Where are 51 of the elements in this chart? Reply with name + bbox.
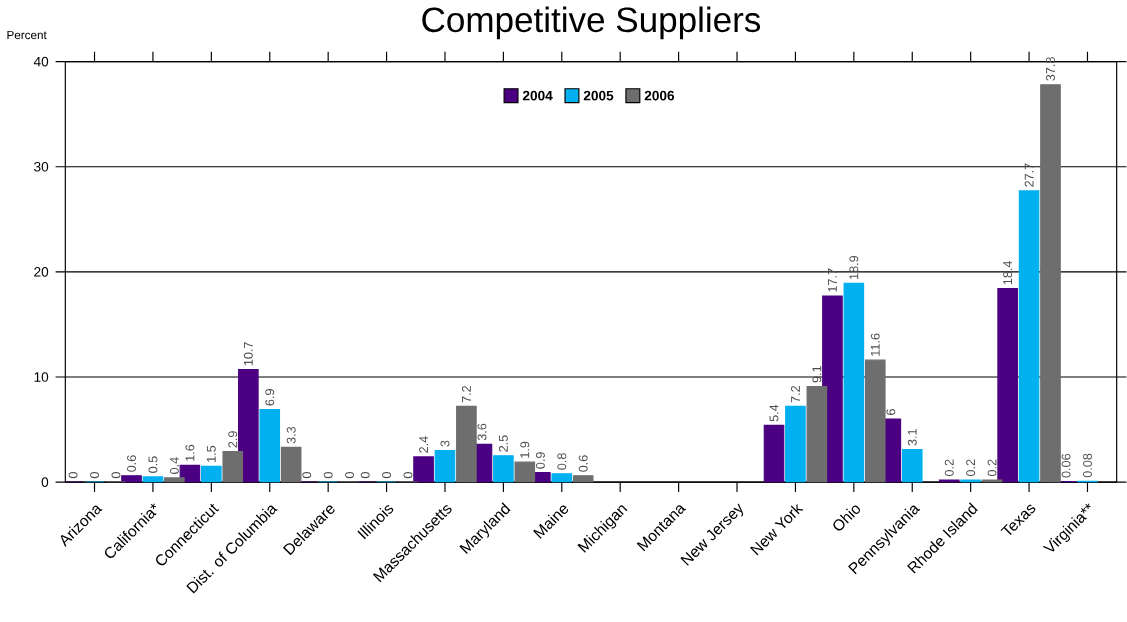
data-label: 0 bbox=[302, 471, 312, 478]
legend-label: 2005 bbox=[583, 90, 614, 101]
data-label: 27.7 bbox=[1024, 163, 1034, 187]
data-label: 37.8 bbox=[1046, 57, 1055, 81]
y-tick-label: 30 bbox=[34, 161, 49, 172]
data-label: 6 bbox=[886, 408, 896, 415]
data-label: 0 bbox=[403, 471, 413, 478]
data-label: 0 bbox=[382, 471, 392, 478]
data-label: 9.1 bbox=[812, 365, 822, 383]
data-label: 1.6 bbox=[185, 444, 195, 461]
data-label: 0.6 bbox=[127, 455, 136, 472]
data-label: 3.1 bbox=[907, 428, 917, 446]
data-label: 0 bbox=[360, 471, 370, 478]
y-tick-label: 40 bbox=[33, 56, 49, 67]
data-label: 3 bbox=[440, 440, 450, 447]
data-label: 2.5 bbox=[498, 435, 508, 452]
data-label: 2.9 bbox=[228, 431, 238, 448]
y-tick-label: 10 bbox=[34, 372, 49, 382]
data-label: 3.6 bbox=[477, 423, 487, 441]
chart-title: Competitive Suppliers bbox=[422, 6, 761, 39]
data-label: 7.2 bbox=[791, 385, 800, 403]
data-label: 1.5 bbox=[206, 445, 216, 462]
data-label: 0.2 bbox=[987, 459, 997, 476]
data-label: 7.2 bbox=[461, 385, 471, 403]
y-tick-label: 20 bbox=[34, 266, 49, 277]
y-axis-title: Percent bbox=[7, 30, 47, 40]
legend-label: 2006 bbox=[644, 90, 675, 101]
data-label: 0 bbox=[111, 471, 121, 478]
data-label: 1.9 bbox=[520, 441, 530, 458]
data-label: 0.06 bbox=[1061, 453, 1071, 478]
data-label: 0.9 bbox=[535, 452, 545, 469]
data-label: 0 bbox=[323, 471, 333, 478]
data-label: 0.5 bbox=[148, 456, 158, 473]
data-label: 0.2 bbox=[944, 459, 954, 476]
data-label: 11.6 bbox=[870, 333, 880, 356]
data-label: 2.4 bbox=[419, 436, 428, 453]
data-label: 10.7 bbox=[243, 342, 253, 366]
data-label: 0.6 bbox=[578, 455, 588, 472]
data-label: 18.9 bbox=[849, 255, 859, 279]
data-label: 0 bbox=[90, 471, 99, 478]
data-label: 3.3 bbox=[286, 426, 296, 444]
legend-label: 2004 bbox=[522, 90, 553, 101]
data-label: 0 bbox=[345, 471, 355, 478]
data-label: 0.4 bbox=[169, 457, 179, 474]
data-label: 6.9 bbox=[265, 388, 275, 406]
data-label: 0.8 bbox=[557, 453, 567, 470]
y-tick-label: 0 bbox=[41, 477, 49, 487]
data-label: 5.4 bbox=[769, 404, 779, 422]
data-label: 0.08 bbox=[1083, 453, 1092, 478]
data-label: 0 bbox=[68, 471, 78, 478]
data-label: 0.2 bbox=[966, 459, 976, 476]
